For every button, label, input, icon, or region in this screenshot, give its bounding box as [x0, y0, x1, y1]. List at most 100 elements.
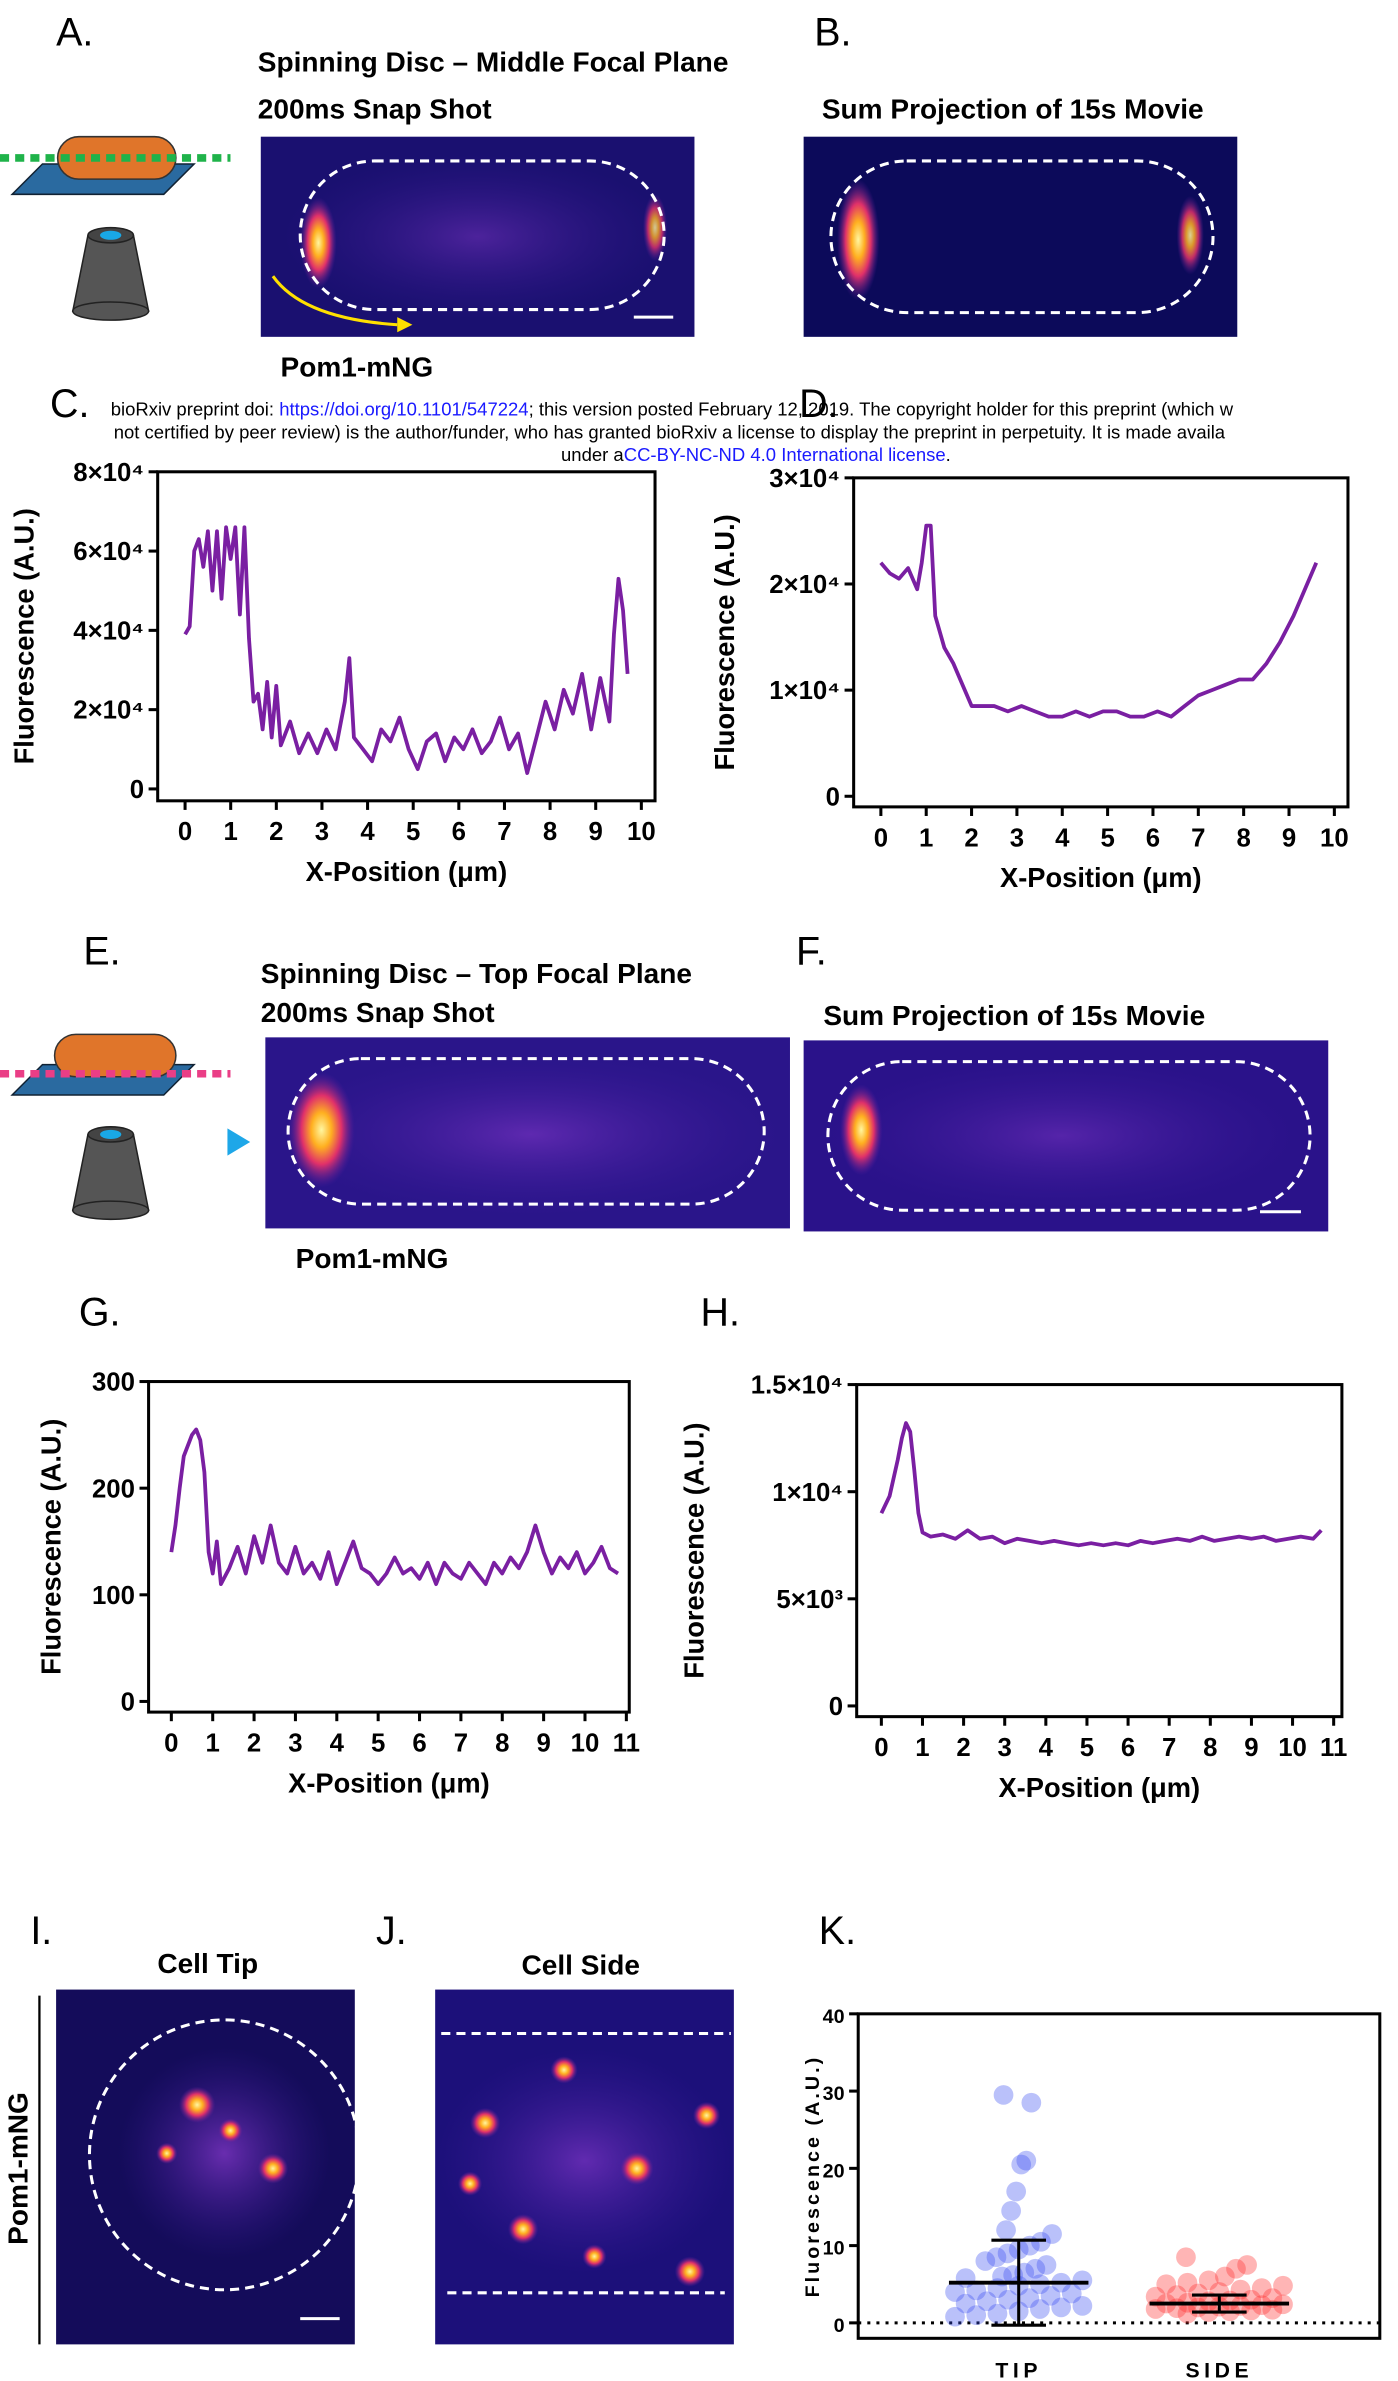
micrograph-b [803, 136, 1238, 337]
y-axis-label: Fluorescence (A.U.) [36, 1419, 67, 1675]
x-tick-label: 0 [178, 818, 192, 846]
x-tick-label: 6 [412, 1730, 426, 1758]
image-label: Pom1-mNG [296, 1243, 449, 1274]
x-tick-label: 10 [571, 1730, 600, 1758]
x-axis-label: X-Position (μm) [1000, 862, 1202, 893]
image-title: Sum Projection of 15s Movie [823, 1000, 1205, 1031]
x-axis-label: X-Position (μm) [998, 1772, 1200, 1803]
data-point [1237, 2255, 1257, 2275]
x-tick-label: 1 [224, 818, 238, 846]
data-point [998, 2289, 1018, 2310]
y-tick-label: 10 [823, 2238, 845, 2260]
image-label: Pom1-mNG [281, 351, 434, 382]
data-point [1001, 2200, 1021, 2221]
y-tick-label: 0 [829, 1693, 843, 1721]
row-label: Pom1-mNG [2, 2092, 33, 2245]
y-tick-label: 2×10⁴ [73, 697, 144, 725]
x-tick-label: 10 [1278, 1734, 1307, 1762]
y-tick-label: 0 [826, 783, 840, 811]
data-point [1021, 2092, 1042, 2113]
y-axis-label: Fluorescence (A.U.) [679, 1423, 710, 1679]
header-link[interactable]: https://doi.org/10.1101/547224 [279, 399, 528, 420]
micrograph-j [435, 1989, 734, 2345]
data-point [1177, 2303, 1198, 2324]
x-tick-label: 6 [1146, 824, 1160, 852]
image-title: Sum Projection of 15s Movie [822, 93, 1204, 124]
x-tick-label: 5 [406, 818, 420, 846]
x-tick-label: 4 [360, 818, 375, 846]
x-tick-label: 8 [543, 818, 557, 846]
data-point [966, 2305, 987, 2325]
panel-label: J. [376, 1909, 407, 1953]
x-tick-label: TIP [995, 2360, 1042, 2381]
x-tick-label: 1 [206, 1730, 220, 1758]
header-line: not certified by peer review) is the aut… [114, 421, 1226, 442]
x-tick-label: 8 [1236, 824, 1250, 852]
x-tick-label: 5 [1100, 824, 1114, 852]
panel-label: C. [50, 382, 89, 426]
x-tick-label: 4 [330, 1730, 345, 1758]
data-point [1176, 2247, 1196, 2268]
x-tick-label: 2 [964, 824, 978, 852]
x-tick-label: 2 [247, 1730, 261, 1758]
error-bar [1192, 2293, 1247, 2314]
x-tick-label: 0 [164, 1730, 178, 1758]
data-point [993, 2085, 1014, 2105]
data-point [1072, 2296, 1093, 2316]
header-link[interactable]: CC-BY-NC-ND 4.0 International license [624, 444, 946, 465]
data-point [1226, 2258, 1246, 2279]
x-tick-label: 0 [874, 824, 888, 852]
x-tick-label: 9 [1282, 824, 1296, 852]
x-tick-label: 10 [627, 818, 656, 846]
data-point [977, 2291, 997, 2312]
x-tick-label: 11 [613, 1730, 640, 1758]
y-tick-label: 0 [130, 776, 144, 804]
panel-label: H. [701, 1290, 740, 1334]
data-point [955, 2293, 976, 2314]
x-tick-label: 0 [874, 1734, 888, 1762]
data-point [1209, 2282, 1230, 2302]
data-point [1188, 2283, 1208, 2304]
data-point [987, 2303, 1008, 2324]
image-title: Spinning Disc – Middle Focal Plane [258, 46, 729, 77]
image-subtitle: 200ms Snap Shot [261, 997, 495, 1028]
y-tick-label: 4×10⁴ [73, 617, 144, 645]
header-text: . [946, 444, 951, 465]
plot-frame [855, 1383, 1344, 1719]
panel-label: G. [79, 1290, 121, 1334]
data-point [1019, 2288, 1040, 2308]
x-tick-label: 9 [589, 818, 603, 846]
data-line [879, 523, 1319, 719]
y-tick-label: 1×10⁴ [772, 1479, 843, 1507]
micrograph-f [803, 1040, 1329, 1232]
image-title: Spinning Disc – Top Focal Plane [261, 958, 692, 989]
data-point [1011, 2154, 1032, 2175]
y-tick-label: 2×10⁴ [769, 571, 840, 599]
micrograph-e [265, 1037, 790, 1229]
data-point [1072, 2270, 1093, 2291]
x-tick-label: 1 [919, 824, 933, 852]
y-tick-label: 200 [92, 1475, 135, 1503]
data-point [1006, 2181, 1027, 2202]
data-point [1016, 2150, 1037, 2171]
panel-label: F. [796, 930, 827, 974]
x-tick-label: 4 [1039, 1734, 1054, 1762]
y-tick-label: 100 [92, 1582, 135, 1610]
y-tick-label: 0 [834, 2315, 845, 2337]
header-text: under a [561, 444, 624, 465]
data-point [1167, 2285, 1187, 2305]
data-line [169, 1427, 620, 1587]
micrograph-i [56, 1989, 361, 2345]
y-tick-label: 1×10⁴ [769, 677, 840, 705]
x-tick-label: 7 [1162, 1734, 1176, 1762]
plot-frame [856, 2012, 1382, 2340]
micrograph-a [260, 136, 695, 337]
data-point [1040, 2285, 1061, 2306]
y-tick-label: 30 [823, 2083, 845, 2105]
data-point [945, 2282, 965, 2302]
x-tick-label: SIDE [1185, 2360, 1253, 2381]
x-tick-label: 8 [495, 1730, 509, 1758]
x-tick-label: 3 [998, 1734, 1012, 1762]
y-tick-label: 300 [92, 1369, 135, 1397]
